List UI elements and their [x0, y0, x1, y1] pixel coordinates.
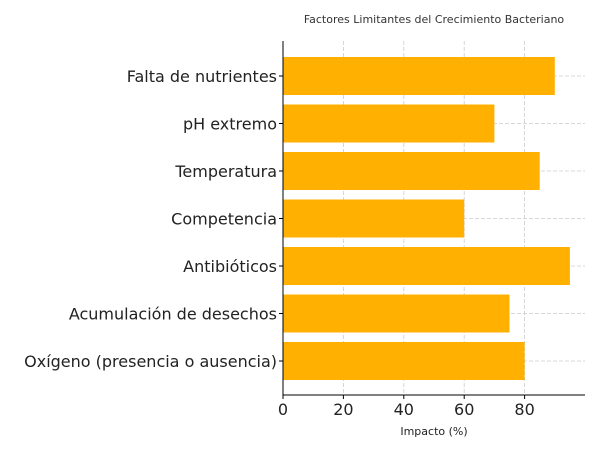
category-label: Competencia — [171, 210, 277, 229]
category-label: Temperatura — [174, 162, 277, 181]
x-tick-label: 40 — [394, 400, 414, 419]
bar — [283, 57, 555, 95]
bar — [283, 199, 465, 238]
x-tick-labels: 0 20 40 60 80 — [278, 395, 535, 419]
category-label: Antibióticos — [183, 257, 277, 276]
x-axis-label: Impacto (%) — [400, 425, 467, 438]
bar — [283, 247, 570, 285]
category-label: Falta de nutrientes — [127, 67, 277, 86]
bar — [283, 294, 510, 333]
bar — [283, 152, 540, 190]
x-tick-label: 60 — [454, 400, 474, 419]
bar — [283, 104, 495, 143]
bar — [283, 342, 525, 380]
category-labels: Falta de nutrientes pH extremo Temperatura… — [24, 67, 283, 371]
x-tick-label: 80 — [514, 400, 534, 419]
x-tick-label: 20 — [333, 400, 353, 419]
category-label: Acumulación de desechos — [69, 305, 277, 324]
chart-title: Factores Limitantes del Crecimiento Bact… — [304, 13, 565, 26]
category-label: Oxígeno (presencia o ausencia) — [24, 352, 277, 371]
x-tick-label: 0 — [278, 400, 288, 419]
category-label: pH extremo — [183, 115, 277, 134]
bars — [283, 57, 570, 380]
